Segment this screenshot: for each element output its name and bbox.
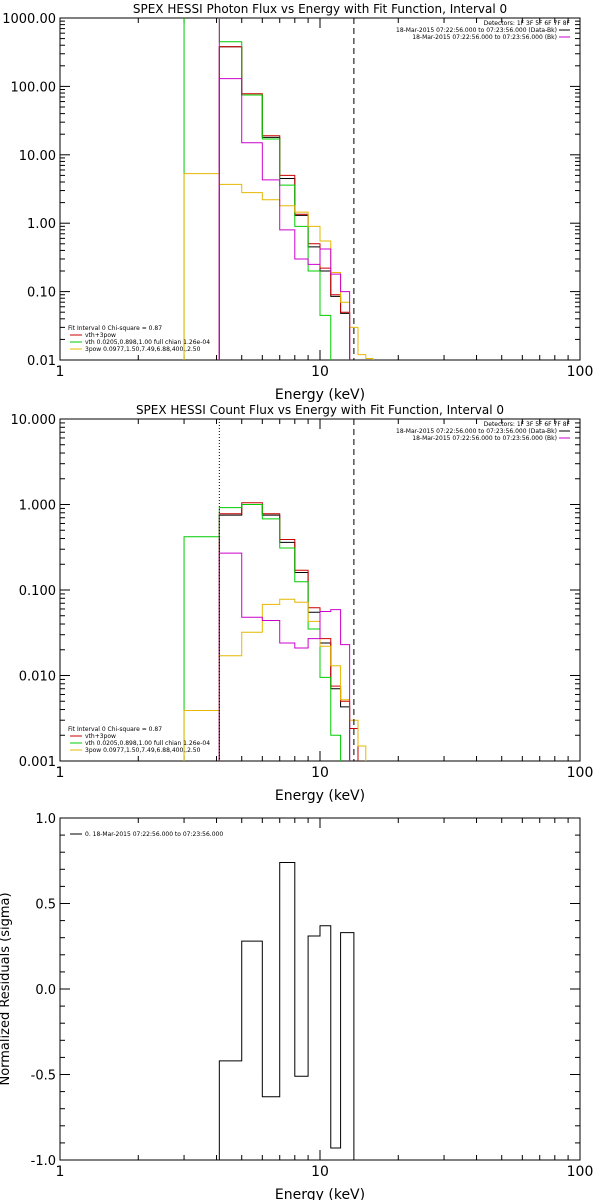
count-flux-y-tick-label: 0.001 <box>19 755 56 770</box>
photon-flux-y-tick-label: 0.01 <box>27 354 56 369</box>
photon-flux-x-tick-label: 10 <box>311 364 329 380</box>
count-flux-x-tick-label: 100 <box>567 765 594 781</box>
count-flux-panel: SPEX HESSI Count Flux vs Energy with Fit… <box>11 403 594 804</box>
count-flux-legend-entry: vth+3pow <box>85 733 116 740</box>
count-flux-y-tick-label: 0.100 <box>19 584 56 599</box>
count-flux-y-tick-label: 0.010 <box>19 670 56 685</box>
photon-flux-series-bk <box>218 78 351 360</box>
photon-flux-legend-fit-header: Fit Interval 0 Chi-square = 0.87 <box>68 325 162 332</box>
residuals-y-axis-label: Normalized Residuals (sigma) <box>0 892 13 1085</box>
photon-flux-x-tick-label: 100 <box>567 364 594 380</box>
residuals-y-tick-label: -0.5 <box>31 1069 56 1084</box>
photon-flux-legend-entry: 3pow 0.0977,1.50,7.49,6.88,400.,2.50 <box>85 346 201 353</box>
photon-flux-legend-entry: 18-Mar-2015 07:22:56.000 to 07:23:56.000… <box>396 27 557 34</box>
photon-flux-y-tick-label: 0.10 <box>27 286 56 301</box>
photon-flux-title: SPEX HESSI Photon Flux vs Energy with Fi… <box>133 2 507 16</box>
count-flux-x-tick-label: 1 <box>56 765 65 781</box>
count-flux-series-bk <box>218 552 351 761</box>
count-flux-x-axis-label: Energy (keV) <box>275 788 365 804</box>
photon-flux-y-tick-label: 1.00 <box>27 217 56 232</box>
photon-flux-x-axis-label: Energy (keV) <box>275 387 365 403</box>
residuals-panel: 1 10 100 -1.0 -0.5 0.0 0.5 1.0 0. 18-Mar-2015 07… <box>0 812 593 1200</box>
count-flux-legend-entry: vth 0.0205,0.898,1.00 full chian 1.26e-0… <box>85 740 210 747</box>
residuals-y-tick-label: -1.0 <box>31 1154 56 1169</box>
residuals-x-axis-label: Energy (keV) <box>275 1187 365 1200</box>
photon-flux-series-data-bk <box>218 46 351 360</box>
residuals-plot-frame <box>59 817 581 1161</box>
photon-flux-legend-detectors: Detectors: 1F 3F 5F 6F 7F 8F <box>484 20 571 27</box>
count-flux-legend-entry: 18-Mar-2015 07:22:56.000 to 07:23:56.000… <box>396 428 557 435</box>
count-flux-legend-detectors: Detectors: 1F 3F 5F 6F 7F 8F <box>484 421 571 428</box>
photon-flux-y-tick-label: 1000.00 <box>2 12 56 27</box>
residuals-x-tick-label: 100 <box>567 1164 594 1180</box>
count-flux-legend-fit-header: Fit Interval 0 Chi-square = 0.87 <box>68 726 162 733</box>
residuals-y-tick-label: 0.0 <box>35 983 56 998</box>
count-flux-y-tick-label: 1.000 <box>19 499 56 514</box>
photon-flux-panel: SPEX HESSI Photon Flux vs Energy with Fi… <box>2 2 594 403</box>
count-flux-legend-entry: 18-Mar-2015 07:22:56.000 to 07:23:56.000… <box>412 435 557 442</box>
residuals-series-0 <box>218 861 355 1160</box>
photon-flux-x-tick-label: 1 <box>56 364 65 380</box>
photon-flux-y-tick-label: 100.00 <box>11 80 57 95</box>
count-flux-legend-entry: 3pow 0.0977,1.50,7.49,6.88,400.,2.50 <box>85 747 201 754</box>
count-flux-x-tick-label: 10 <box>311 765 329 781</box>
residuals-legend-entry: 0. 18-Mar-2015 07:22:56.000 to 07:23:56.… <box>85 831 223 838</box>
count-flux-title: SPEX HESSI Count Flux vs Energy with Fit… <box>136 403 504 417</box>
count-flux-series-vth <box>183 504 342 761</box>
photon-flux-legend-entry: 18-Mar-2015 07:22:56.000 to 07:23:56.000… <box>412 34 557 41</box>
count-flux-series-vth-3pow <box>218 502 359 761</box>
photon-flux-legend-entry: vth 0.0205,0.898,1.00 full chian 1.26e-0… <box>85 339 210 346</box>
photon-flux-y-tick-label: 10.00 <box>19 149 56 164</box>
count-flux-series-data-bk <box>218 504 351 761</box>
count-flux-plot-frame <box>59 418 581 762</box>
photon-flux-series-vth-3pow <box>218 46 351 360</box>
count-flux-y-tick-label: 10.000 <box>11 413 57 428</box>
photon-flux-series-vth <box>183 18 332 360</box>
count-flux-series-3pow <box>183 598 367 761</box>
residuals-x-tick-label: 10 <box>311 1164 329 1180</box>
photon-flux-legend-entry: vth+3pow <box>85 332 116 339</box>
photon-flux-series-3pow <box>183 173 374 360</box>
residuals-y-tick-label: 0.5 <box>35 898 56 913</box>
residuals-y-tick-label: 1.0 <box>35 812 56 827</box>
residuals-x-tick-label: 1 <box>56 1164 65 1180</box>
